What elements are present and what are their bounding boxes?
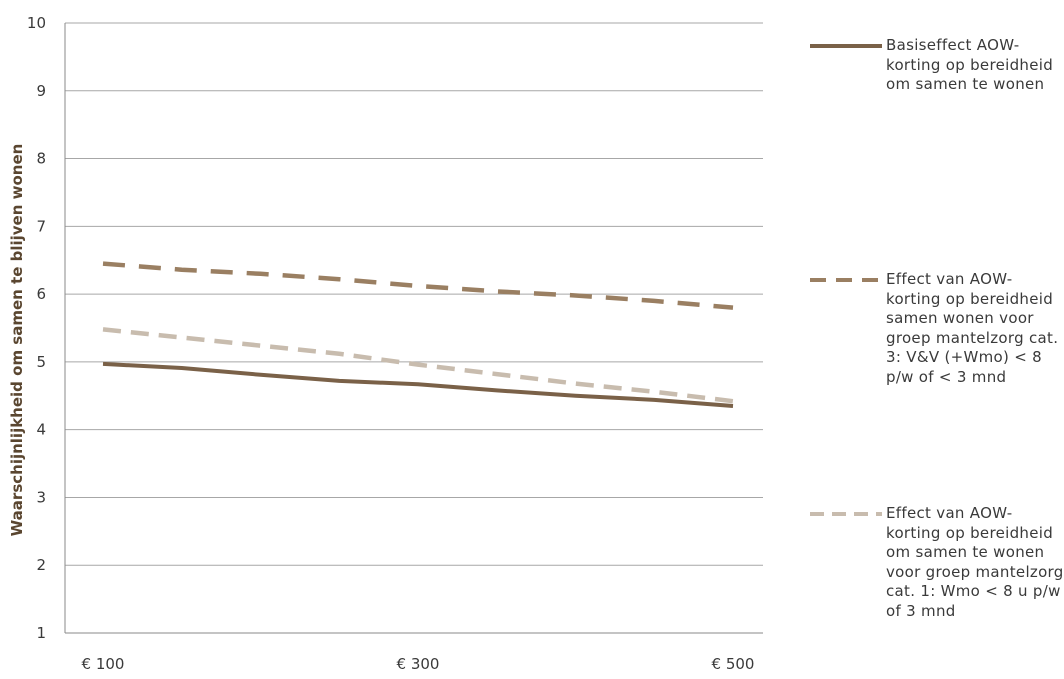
legend: Basiseffect AOW-korting op bereidheid om… [810, 36, 1063, 666]
y-tick-label: 8 [36, 150, 46, 168]
gridlines [65, 22, 763, 566]
y-tick-label: 1 [36, 624, 46, 642]
series-line-2 [102, 261, 734, 310]
axes [64, 23, 763, 634]
y-tick-labels: 1 2 3 4 5 6 7 8 9 10 [27, 14, 46, 642]
legend-label: Basiseffect AOW-korting op bereidheid om… [886, 36, 1054, 93]
legend-label: Effect van AOW-korting op bereidheid om … [886, 504, 1064, 620]
legend-swatch-dashed [810, 278, 882, 282]
x-tick-labels: € 100 € 300 € 500 [82, 655, 755, 673]
series-line-3 [102, 327, 734, 404]
y-tick-label: 3 [36, 488, 46, 506]
x-tick-label: € 100 [82, 655, 125, 673]
series-line-1 [102, 361, 734, 408]
legend-swatch-solid [810, 44, 882, 48]
legend-label: Effect van AOW-korting op bereidheid sam… [886, 270, 1059, 386]
y-tick-label: 5 [36, 353, 46, 371]
y-tick-label: 2 [36, 556, 46, 574]
legend-swatch-dashed-light [810, 512, 882, 516]
y-tick-label: 10 [27, 14, 46, 32]
x-tick-label: € 500 [712, 655, 755, 673]
y-tick-label: 9 [36, 82, 46, 100]
y-tick-label: 7 [36, 217, 46, 235]
x-tick-label: € 300 [397, 655, 440, 673]
series-lines [102, 261, 734, 408]
y-tick-label: 6 [36, 285, 46, 303]
y-tick-label: 4 [36, 421, 46, 439]
y-axis-label: Waarschijnlijkheid om samen te blijven w… [8, 144, 26, 537]
